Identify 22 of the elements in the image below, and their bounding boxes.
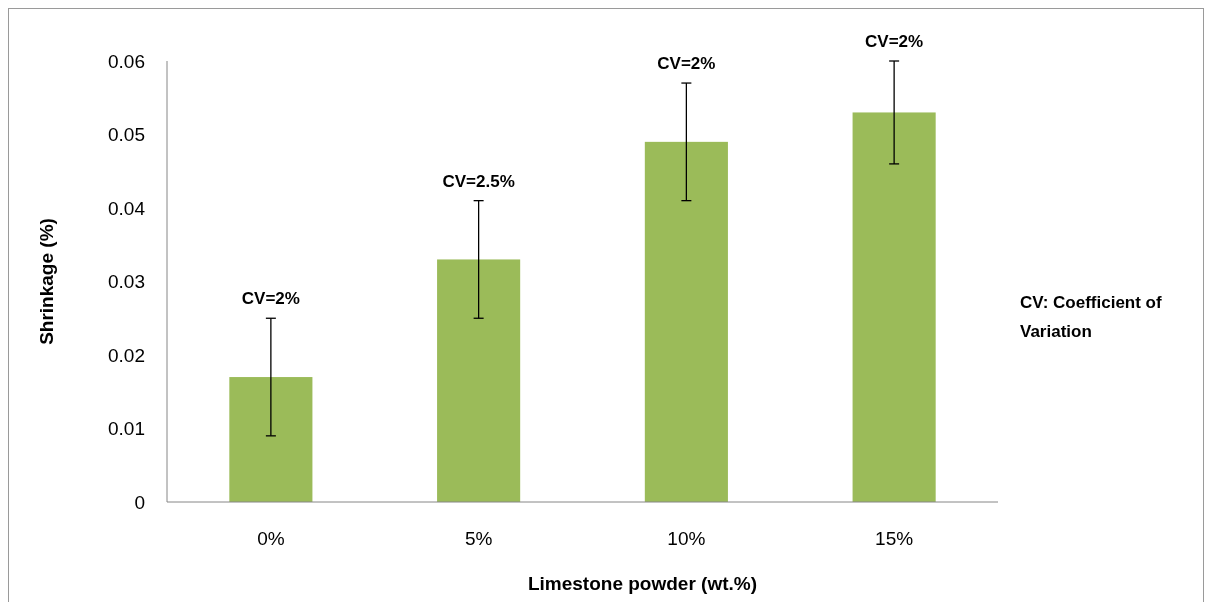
annotation: CV=2.5% (442, 171, 515, 191)
y-axis-title: Shrinkage (%) (36, 218, 57, 345)
x-axis-title: Limestone powder (wt.%) (527, 573, 758, 594)
y-tick-label: 0.06 (108, 50, 145, 72)
x-tick-label: 5% (464, 528, 493, 549)
annotation: CV=2% (241, 289, 300, 309)
y-tick-label: 0.04 (108, 197, 146, 219)
y-tick-label: 0 (134, 491, 145, 513)
bar (229, 377, 313, 502)
x-tick-label: 15% (875, 528, 914, 549)
y-tick-label: 0.05 (108, 124, 145, 146)
y-tick-label: 0.02 (108, 344, 145, 366)
annotation: CV=2% (865, 32, 924, 51)
y-tick-label: 0.01 (108, 418, 145, 440)
annotation: CV=2% (657, 54, 716, 74)
bar (437, 259, 521, 502)
x-tick-label: 10% (667, 528, 706, 549)
bar (852, 112, 936, 502)
text: CV: Coefficient of Variation (1020, 293, 1163, 341)
x-tick-label: 0% (257, 528, 285, 549)
bar (644, 141, 728, 502)
y-tick-label: 0.03 (108, 271, 145, 293)
